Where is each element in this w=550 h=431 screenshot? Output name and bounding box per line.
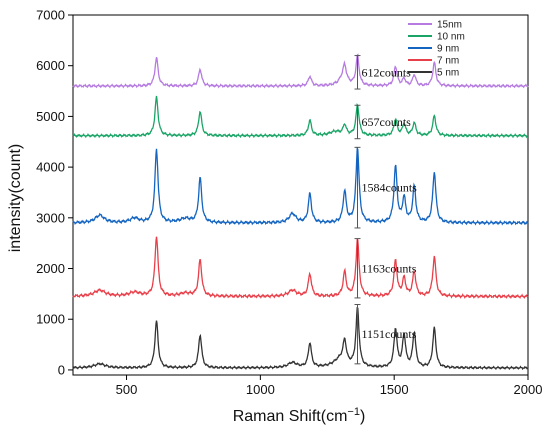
annotation-label: 1163counts	[362, 261, 417, 275]
x-tick-label: 2000	[514, 382, 543, 397]
legend-label: 9 nm	[437, 44, 459, 55]
y-tick-label: 5000	[36, 109, 65, 124]
annotation-label: 612counts	[362, 65, 412, 79]
annotation-layer: 612counts 657counts 1584counts 1163counts 11…	[354, 55, 418, 365]
x-tick-label: 1500	[380, 382, 409, 397]
annotation-label: 1151counts	[362, 327, 417, 341]
series-layer	[72, 53, 529, 371]
y-axis-title: intensity(count)	[7, 144, 24, 253]
y-tick-label: 0	[58, 362, 65, 377]
y-tick-label: 7000	[36, 8, 65, 23]
x-axis: 500 1000 1500 2000	[116, 375, 543, 397]
y-axis: 0 1000 2000 3000 4000 5000 6000 7000	[36, 8, 73, 377]
annotation-label: 657counts	[362, 115, 412, 129]
y-tick-label: 6000	[36, 58, 65, 73]
y-tick-label: 4000	[36, 160, 65, 175]
series-line	[72, 95, 529, 139]
x-tick-label: 1000	[246, 382, 275, 397]
legend-label: 15nm	[437, 20, 462, 31]
series-line	[72, 306, 529, 371]
y-tick-label: 2000	[36, 261, 65, 276]
series-line	[72, 236, 529, 300]
series-line	[72, 53, 529, 89]
plot-frame	[72, 14, 529, 376]
legend-label: 5 nm	[437, 68, 459, 79]
x-axis-title: Raman Shift(cm−1)	[233, 406, 366, 425]
legend-label: 7 nm	[437, 56, 459, 67]
x-tick-label: 500	[116, 382, 138, 397]
plot-border	[72, 14, 529, 376]
y-tick-label: 1000	[36, 312, 65, 327]
annotation-label: 1584counts	[362, 181, 418, 195]
legend-label: 10 nm	[437, 32, 465, 43]
series-line	[72, 146, 529, 226]
y-tick-label: 3000	[36, 210, 65, 225]
